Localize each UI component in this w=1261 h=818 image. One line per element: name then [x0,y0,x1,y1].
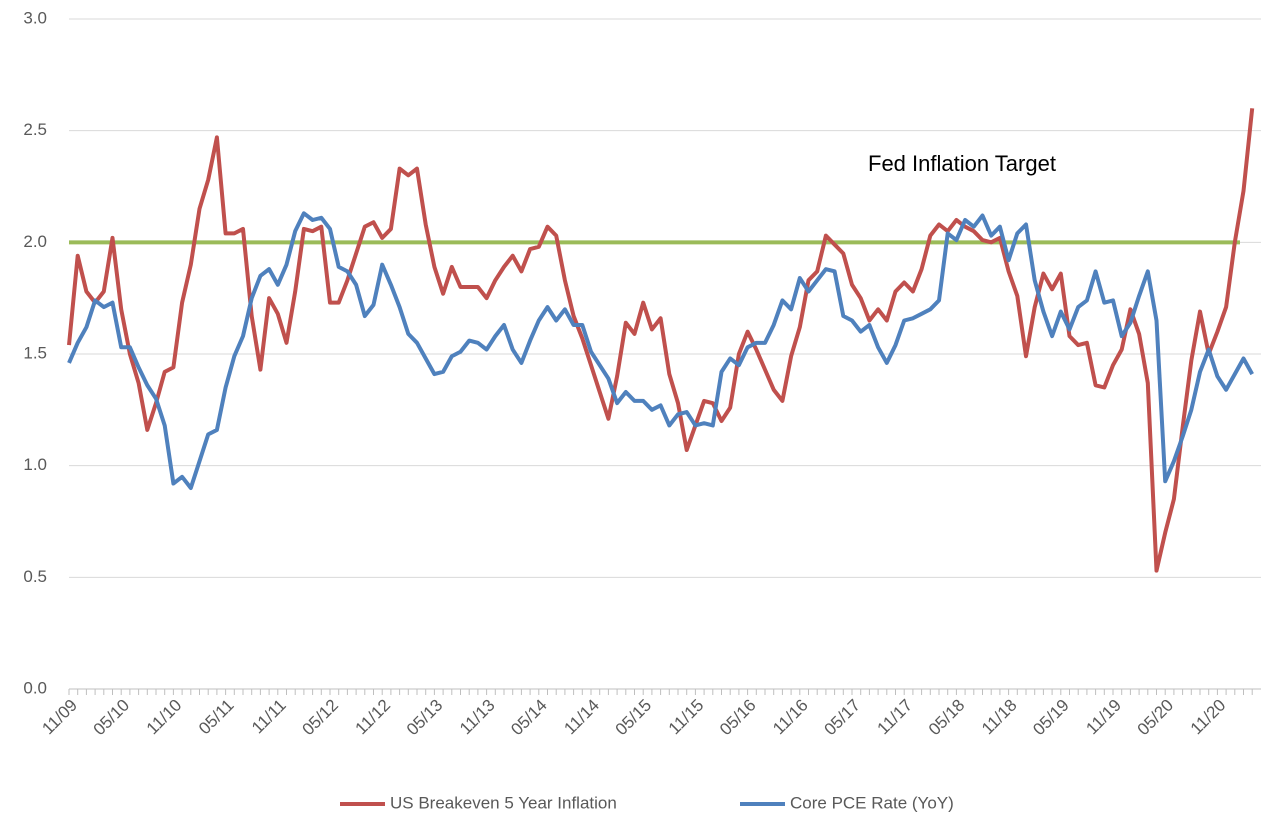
x-tick-label: 05/17 [820,696,864,740]
x-tick-label: 11/16 [769,696,812,739]
x-tick-label: 05/11 [195,696,238,739]
x-tick-label: 11/14 [560,696,603,739]
y-tick-label: 2.5 [23,120,47,139]
x-tick-label: 05/19 [1029,696,1073,740]
x-tick-label: 05/16 [716,696,760,740]
x-tick-label: 11/09 [38,696,81,739]
x-tick-label: 05/13 [403,696,447,740]
x-tick-label: 11/20 [1187,696,1230,739]
x-tick-label: 05/14 [507,696,551,740]
series-line [67,211,1254,490]
y-tick-label: 0.5 [23,567,47,586]
x-tick-label: 11/19 [1082,696,1125,739]
annotation: Fed Inflation Target [868,151,1056,176]
y-tick-label: 0.0 [23,678,47,697]
x-tick-label: 11/11 [248,696,290,738]
series-line [67,108,1255,573]
x-tick-label: 11/12 [352,696,395,739]
legend-label: Core PCE Rate (YoY) [790,793,954,812]
x-tick-label: 11/18 [978,696,1021,739]
x-tick-label: 05/10 [90,696,134,740]
x-tick-label: 05/20 [1134,696,1178,740]
x-tick-label: 11/17 [874,696,917,739]
x-tick-label: 05/12 [298,696,342,740]
x-tick-label: 05/18 [925,696,969,740]
x-tick-label: 05/15 [612,696,656,740]
y-tick-label: 1.0 [23,455,47,474]
x-tick-label: 11/10 [143,696,186,739]
y-tick-label: 1.5 [23,343,47,362]
y-tick-label: 3.0 [23,8,47,27]
x-tick-label: 11/13 [456,696,499,739]
x-tick-label: 11/15 [665,696,708,739]
y-tick-label: 2.0 [23,232,47,251]
legend-label: US Breakeven 5 Year Inflation [390,793,617,812]
